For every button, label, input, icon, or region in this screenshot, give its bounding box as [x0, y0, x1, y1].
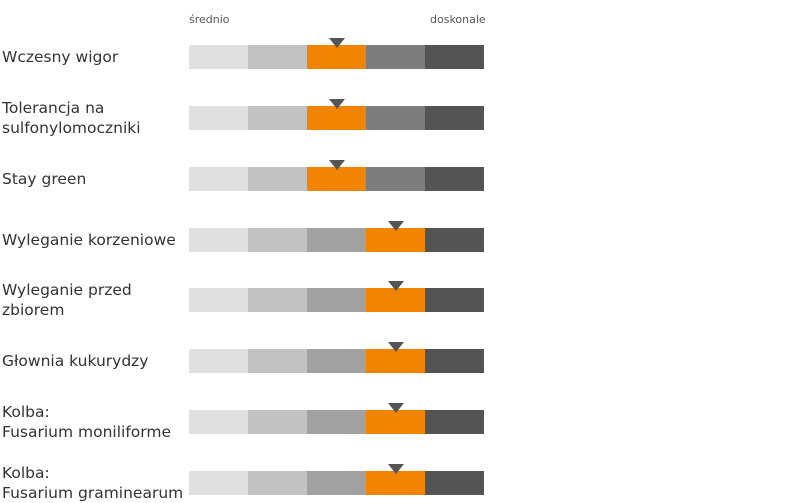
rating-segment-3: [307, 410, 366, 434]
rating-bar: [189, 410, 484, 434]
rating-segment-2: [248, 410, 307, 434]
rating-segment-1: [189, 45, 248, 69]
rating-segment-1: [189, 228, 248, 252]
trait-label: Kolba: Fusarium moniliforme: [2, 403, 171, 441]
rating-segment-2: [248, 228, 307, 252]
rating-marker-icon: [388, 221, 404, 231]
trait-row: Tolerancja na sulfonylomoczniki: [0, 0, 800, 137]
trait-label: Wyleganie korzeniowe: [2, 231, 176, 249]
trait-label: Wczesny wigor: [2, 48, 119, 66]
rating-segment-4: [366, 45, 425, 69]
trait-label: Kolba: Fusarium graminearum: [2, 464, 184, 502]
trait-label: Głownia kukurydzy: [2, 352, 149, 370]
trait-row: Wyleganie korzeniowe: [0, 0, 800, 252]
trait-row: Kolba: Fusarium moniliforme: [0, 0, 800, 441]
trait-row: Stay green: [0, 0, 800, 191]
rating-marker-icon: [388, 464, 404, 474]
trait-row: Wyleganie przed zbiorem: [0, 0, 800, 319]
rating-segment-3: [307, 288, 366, 312]
rating-segment-1: [189, 167, 248, 191]
rating-marker-icon: [329, 38, 345, 48]
rating-segment-2: [248, 45, 307, 69]
rating-bar: [189, 471, 484, 495]
rating-segment-3: [307, 167, 366, 191]
rating-marker-icon: [329, 99, 345, 109]
rating-segment-2: [248, 167, 307, 191]
rating-segment-4: [366, 106, 425, 130]
rating-segment-2: [248, 288, 307, 312]
rating-segment-1: [189, 471, 248, 495]
rating-bar: [189, 228, 484, 252]
rating-segment-5: [425, 288, 484, 312]
rating-segment-3: [307, 471, 366, 495]
rating-segment-5: [425, 410, 484, 434]
trait-label: Wyleganie przed zbiorem: [2, 281, 132, 319]
rating-segment-4: [366, 167, 425, 191]
scale-high-label: doskonale: [430, 13, 486, 26]
rating-segment-5: [425, 106, 484, 130]
rating-segment-3: [307, 349, 366, 373]
rating-segment-5: [425, 167, 484, 191]
rating-segment-5: [425, 471, 484, 495]
rating-segment-1: [189, 349, 248, 373]
scale-low-label: średnio: [189, 13, 230, 26]
rating-segment-5: [425, 349, 484, 373]
rating-marker-icon: [388, 342, 404, 352]
rating-segment-1: [189, 288, 248, 312]
rating-segment-4: [366, 410, 425, 434]
trait-label: Stay green: [2, 170, 87, 188]
rating-segment-4: [366, 288, 425, 312]
rating-segment-3: [307, 106, 366, 130]
trait-row: Głownia kukurydzy: [0, 0, 800, 373]
rating-bar: [189, 349, 484, 373]
rating-marker-icon: [388, 281, 404, 291]
rating-marker-icon: [329, 160, 345, 170]
rating-bar: [189, 45, 484, 69]
rating-segment-3: [307, 45, 366, 69]
rating-segment-5: [425, 228, 484, 252]
rating-segment-2: [248, 349, 307, 373]
trait-label: Tolerancja na sulfonylomoczniki: [2, 99, 141, 137]
rating-segment-5: [425, 45, 484, 69]
rating-segment-2: [248, 471, 307, 495]
rating-bar: [189, 106, 484, 130]
rating-segment-1: [189, 106, 248, 130]
rating-segment-1: [189, 410, 248, 434]
rating-marker-icon: [388, 403, 404, 413]
rating-segment-2: [248, 106, 307, 130]
rating-segment-4: [366, 228, 425, 252]
rating-segment-3: [307, 228, 366, 252]
rating-bar: [189, 288, 484, 312]
rating-segment-4: [366, 471, 425, 495]
rating-bar: [189, 167, 484, 191]
trait-row: Wczesny wigor: [0, 0, 800, 69]
rating-segment-4: [366, 349, 425, 373]
